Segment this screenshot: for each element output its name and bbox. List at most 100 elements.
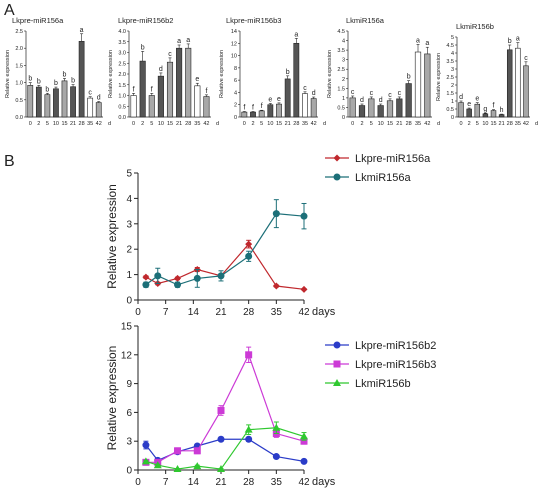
y-tick-label: 2	[451, 83, 454, 89]
x-tick-label: 2	[360, 121, 363, 127]
y-tick-label: 14	[231, 29, 237, 35]
y-tick-label: 1.0	[118, 94, 126, 100]
bar	[482, 113, 489, 118]
y-tick-label: 2.5	[118, 61, 126, 67]
significance-letter: d	[159, 66, 163, 73]
x-tick-label: 15	[490, 121, 496, 127]
y-tick-label: 3.5	[446, 59, 454, 65]
significance-letter: a	[294, 31, 298, 38]
bar	[176, 47, 183, 118]
data-point	[244, 425, 253, 433]
bar	[35, 86, 42, 118]
y-tick-label: 2	[126, 245, 132, 256]
x-unit-label: d	[108, 121, 111, 127]
data-point	[193, 274, 201, 282]
data-point	[333, 173, 341, 181]
series-3: LkmiR156b	[141, 378, 411, 473]
x-tick-label: 10	[482, 121, 488, 127]
data-point	[333, 341, 341, 349]
bar	[185, 47, 192, 118]
y-tick-label: 1	[451, 99, 454, 105]
y-tick-label: 4	[451, 51, 454, 57]
significance-letter: c	[524, 55, 528, 62]
x-tick-label: 21	[176, 121, 182, 127]
y-tick-label: 0.0	[15, 115, 23, 121]
x-tick-label: 42	[298, 477, 310, 488]
y-axis-label: Relative expression	[5, 50, 11, 98]
x-tick-label: 42	[311, 121, 317, 127]
bar	[194, 85, 201, 118]
x-tick-label: 10	[53, 121, 59, 127]
y-tick-label: 3.0	[118, 51, 126, 57]
bar	[458, 102, 464, 118]
y-axis-label: Relative expression	[105, 184, 119, 289]
data-point	[245, 351, 253, 359]
x-tick-label: 42	[203, 121, 209, 127]
bar	[70, 86, 76, 118]
data-point	[154, 272, 162, 280]
x-tick-label: 21	[285, 121, 291, 127]
significance-letter: b	[28, 76, 32, 83]
significance-letter: e	[467, 101, 471, 108]
x-tick-label: 14	[188, 307, 200, 318]
bar	[414, 51, 422, 118]
x-unit-label: d	[323, 121, 326, 127]
significance-letter: f	[261, 103, 263, 110]
data-point	[245, 240, 253, 248]
x-tick-label: 42	[424, 121, 430, 127]
data-point	[174, 281, 182, 289]
significance-letter: a	[516, 36, 520, 43]
bar	[302, 93, 308, 118]
y-tick-label: 10	[231, 54, 237, 60]
panel-label-a: A	[4, 2, 15, 19]
series-2: Lkpre-miR156b3	[142, 346, 436, 466]
data-point	[193, 447, 201, 455]
bar-chart-1: Lkpre-miR156a 0.0 0.5 1.0 1.5 2.0 2.5 Relative …	[5, 16, 111, 127]
x-tick-label: 7	[163, 477, 169, 488]
bar-chart-4: LkmiR156a 0 0.5 1 1.5 2 2.5 3 3.5 4 4.5 Relative ex…	[327, 16, 440, 127]
significance-letter: b	[63, 71, 67, 78]
y-tick-label: 4.0	[118, 29, 126, 35]
x-tick-label: 15	[276, 121, 282, 127]
y-tick-label: 1.5	[118, 83, 126, 89]
significance-letter: e	[268, 96, 272, 103]
bar	[95, 102, 102, 118]
significance-letter: c	[88, 90, 92, 97]
x-tick-label: 21	[70, 121, 76, 127]
series-2: LkmiR156a	[142, 172, 412, 289]
legend-label: Lkpre-miR156a	[355, 153, 431, 165]
data-point	[300, 437, 308, 445]
bar	[405, 83, 412, 118]
significance-letter: f	[151, 86, 153, 93]
y-tick-label: 1.0	[15, 81, 23, 87]
significance-letter: h	[500, 107, 504, 114]
y-tick-label: 5	[451, 35, 454, 41]
bar	[61, 80, 68, 118]
data-point	[272, 210, 280, 218]
legend-label: LkmiR156b	[355, 378, 411, 390]
bar	[267, 104, 274, 118]
x-tick-label: 28	[243, 477, 255, 488]
x-tick-label: 10	[378, 121, 384, 127]
significance-letter: c	[168, 51, 172, 58]
y-tick-label: 1.5	[446, 91, 454, 97]
y-tick-label: 2.5	[446, 75, 454, 81]
bar	[293, 42, 300, 118]
x-tick-label: 5	[476, 121, 479, 127]
series-line	[145, 213, 305, 286]
x-tick-label: 21	[396, 121, 402, 127]
y-tick-label: 0.5	[15, 98, 23, 104]
data-point	[174, 274, 182, 282]
chart-title: Lkpre-miR156b3	[226, 16, 281, 25]
y-tick-label: 2	[342, 77, 345, 83]
x-tick-label: 0	[243, 121, 246, 127]
legend-label: Lkpre-miR156b2	[355, 340, 436, 352]
y-tick-label: 0	[451, 115, 454, 121]
data-point	[153, 461, 162, 469]
significance-letter: b	[54, 80, 58, 87]
data-point	[245, 252, 253, 260]
bar	[53, 88, 59, 118]
x-tick-label: 42	[523, 121, 529, 127]
x-unit-label: days	[312, 476, 336, 488]
significance-letter: c	[370, 90, 374, 97]
